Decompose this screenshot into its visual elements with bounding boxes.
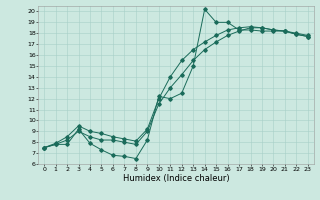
X-axis label: Humidex (Indice chaleur): Humidex (Indice chaleur)	[123, 174, 229, 183]
